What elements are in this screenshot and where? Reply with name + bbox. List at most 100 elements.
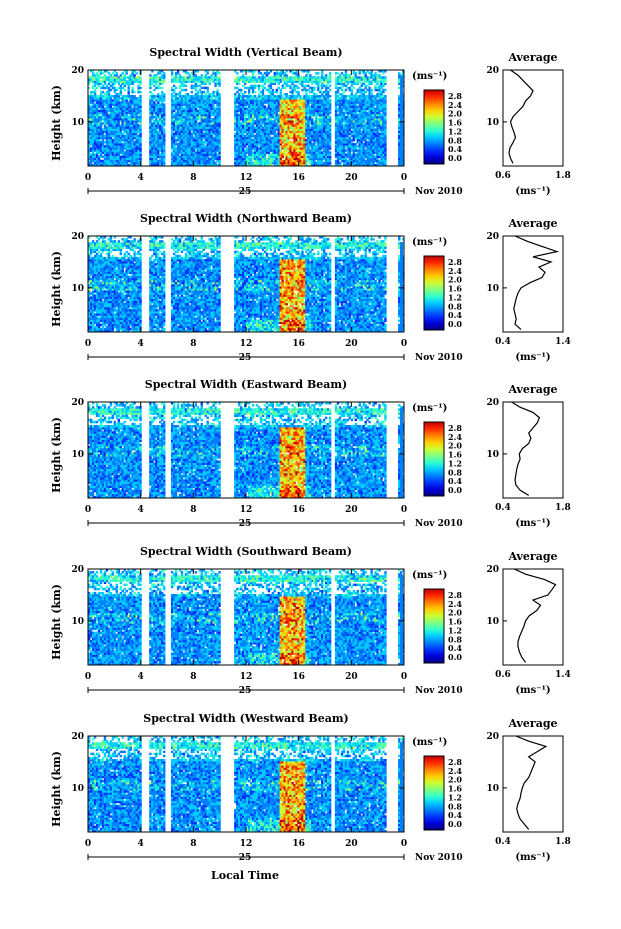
x-tick-label: 20 bbox=[345, 672, 358, 682]
colorbar-tick-label: 0.0 bbox=[448, 819, 462, 829]
panel-title: Spectral Width (Westward Beam) bbox=[143, 712, 348, 725]
day-label: 25 bbox=[239, 353, 252, 363]
y-axis-label: Height (km) bbox=[50, 251, 63, 327]
avg-x-tick-label: 1.8 bbox=[555, 503, 571, 513]
x-tick-label: 4 bbox=[138, 505, 144, 515]
avg-x-tick-label: 1.8 bbox=[555, 171, 571, 181]
x-tick-label: 0 bbox=[85, 339, 91, 349]
panel-title: Spectral Width (Southward Beam) bbox=[140, 545, 352, 558]
panel-4: Spectral Width (Southward Beam) 0 4 8 12 16 20… bbox=[50, 545, 571, 696]
x-tick-label: 4 bbox=[138, 839, 144, 849]
x-tick-label: 20 bbox=[345, 339, 358, 349]
colorbar-tick-label: 0.0 bbox=[448, 652, 462, 662]
avg-x-tick-label: 0.4 bbox=[495, 337, 511, 347]
x-tick-label: 0 bbox=[85, 839, 91, 849]
y-axis-label: Height (km) bbox=[50, 584, 63, 660]
avg-y-tick-label: 10 bbox=[486, 784, 499, 794]
avg-x-tick-label: 0.6 bbox=[495, 670, 511, 680]
panel-1: Spectral Width (Vertical Beam) 0 4 8 12 16 20 0… bbox=[50, 46, 571, 197]
x-tick-label: 16 bbox=[292, 505, 305, 515]
x-tick-label: 0 bbox=[401, 672, 407, 682]
avg-unit: (ms⁻¹) bbox=[515, 186, 550, 197]
date-label: Nov 2010 bbox=[415, 353, 463, 363]
x-tick-label: 4 bbox=[138, 672, 144, 682]
y-tick-label: 20 bbox=[71, 565, 84, 575]
late-data-column bbox=[400, 575, 403, 665]
x-tick-label: 0 bbox=[85, 505, 91, 515]
x-tick-label: 12 bbox=[240, 839, 253, 849]
panels: Spectral Width (Vertical Beam) 0 4 8 12 16 20 0… bbox=[50, 46, 571, 863]
avg-x-tick-label: 1.4 bbox=[555, 670, 571, 680]
avg-frame bbox=[503, 736, 563, 832]
day-label: 25 bbox=[239, 686, 252, 696]
avg-x-tick-label: 0.6 bbox=[495, 171, 511, 181]
date-label: Nov 2010 bbox=[415, 519, 463, 529]
date-label: Nov 2010 bbox=[415, 853, 463, 863]
x-axis-label: Local Time bbox=[211, 869, 279, 882]
avg-unit: (ms⁻¹) bbox=[515, 685, 550, 696]
x-tick-label: 0 bbox=[401, 839, 407, 849]
avg-title: Average bbox=[507, 217, 557, 230]
x-tick-label: 12 bbox=[240, 672, 253, 682]
panel-title: Spectral Width (Vertical Beam) bbox=[149, 46, 342, 59]
avg-x-tick-label: 1.4 bbox=[555, 337, 571, 347]
late-data-column bbox=[400, 742, 403, 832]
day-label: 25 bbox=[239, 853, 252, 863]
x-tick-label: 0 bbox=[85, 672, 91, 682]
avg-x-tick-label: 0.4 bbox=[495, 503, 511, 513]
x-tick-label: 8 bbox=[190, 672, 196, 682]
avg-title: Average bbox=[507, 383, 557, 396]
avg-unit: (ms⁻¹) bbox=[515, 852, 550, 863]
panel-title: Spectral Width (Eastward Beam) bbox=[145, 378, 347, 391]
heatmap-cells bbox=[88, 569, 404, 665]
avg-unit: (ms⁻¹) bbox=[515, 518, 550, 529]
panel-5: Spectral Width (Westward Beam) 0 4 8 12 16 20 0… bbox=[50, 712, 571, 863]
avg-y-tick-label: 20 bbox=[486, 232, 499, 242]
x-tick-label: 16 bbox=[292, 173, 305, 183]
colorbar-unit: (ms⁻¹) bbox=[412, 237, 447, 248]
y-tick-label: 10 bbox=[71, 118, 84, 128]
date-label: Nov 2010 bbox=[415, 187, 463, 197]
avg-x-tick-label: 0.4 bbox=[495, 837, 511, 847]
heatmap-cells bbox=[88, 736, 404, 832]
x-tick-label: 4 bbox=[138, 173, 144, 183]
x-tick-label: 20 bbox=[345, 839, 358, 849]
avg-y-tick-label: 10 bbox=[486, 450, 499, 460]
y-tick-label: 10 bbox=[71, 617, 84, 627]
x-tick-label: 20 bbox=[345, 173, 358, 183]
x-tick-label: 8 bbox=[190, 839, 196, 849]
avg-profile-line bbox=[509, 70, 533, 163]
x-tick-label: 8 bbox=[190, 173, 196, 183]
heatmap-cells bbox=[88, 236, 404, 332]
avg-frame bbox=[503, 402, 563, 498]
colorbar bbox=[424, 256, 444, 330]
avg-title: Average bbox=[507, 717, 557, 730]
panel-2: Spectral Width (Northward Beam)0 4 8 12 16 20… bbox=[50, 212, 571, 363]
avg-x-tick-label: 1.8 bbox=[555, 837, 571, 847]
y-tick-label: 20 bbox=[71, 732, 84, 742]
avg-title: Average bbox=[507, 51, 557, 64]
y-tick-label: 20 bbox=[71, 398, 84, 408]
x-tick-label: 16 bbox=[292, 839, 305, 849]
colorbar-unit: (ms⁻¹) bbox=[412, 71, 447, 82]
y-tick-label: 10 bbox=[71, 284, 84, 294]
x-tick-label: 12 bbox=[240, 173, 253, 183]
avg-title: Average bbox=[507, 550, 557, 563]
y-tick-label: 10 bbox=[71, 450, 84, 460]
avg-profile-line bbox=[516, 736, 546, 829]
x-tick-label: 16 bbox=[292, 339, 305, 349]
colorbar bbox=[424, 422, 444, 496]
x-tick-label: 0 bbox=[401, 173, 407, 183]
colorbar-unit: (ms⁻¹) bbox=[412, 737, 447, 748]
late-data-column bbox=[400, 408, 403, 498]
heatmap-cells bbox=[88, 70, 404, 166]
avg-y-tick-label: 20 bbox=[486, 398, 499, 408]
avg-unit: (ms⁻¹) bbox=[515, 352, 550, 363]
day-label: 25 bbox=[239, 187, 252, 197]
avg-y-tick-label: 20 bbox=[486, 565, 499, 575]
avg-profile-line bbox=[512, 402, 540, 495]
colorbar-unit: (ms⁻¹) bbox=[412, 403, 447, 414]
x-tick-label: 16 bbox=[292, 672, 305, 682]
colorbar bbox=[424, 90, 444, 164]
x-tick-label: 20 bbox=[345, 505, 358, 515]
